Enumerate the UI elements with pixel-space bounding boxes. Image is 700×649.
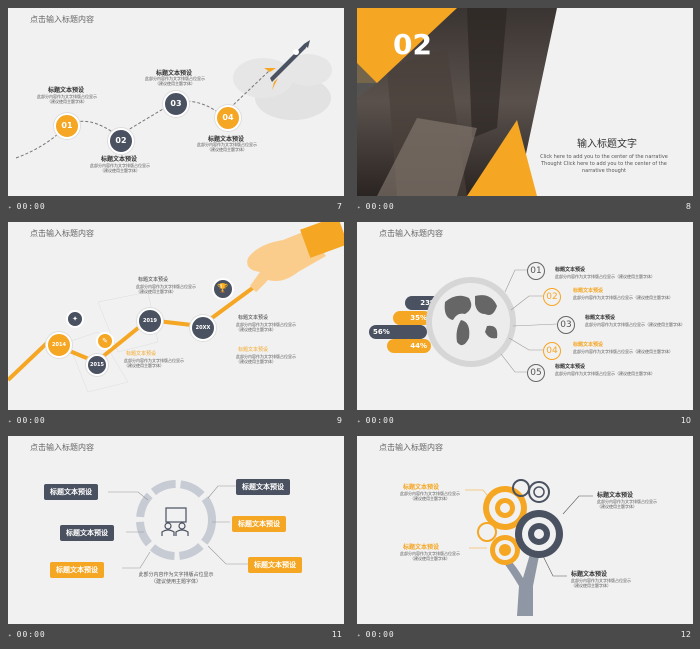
slide-9-graphic — [8, 222, 344, 393]
year-2019: 2019 — [137, 308, 163, 334]
step-03: 03 — [163, 91, 189, 117]
item-rb-title: 标题文本预设 — [571, 571, 608, 578]
percent-bar-4: 44% — [387, 339, 431, 353]
year-2015: 2015 — [86, 354, 108, 376]
step-02-desc: 此部分内容作为文字排版占位显示 （建议使用主题字体） — [90, 163, 150, 173]
item-03-title: 标题文本预设 — [585, 315, 616, 321]
item-03-desc: 此部分内容作为文字排版占位显示（建议使用主题字体） — [585, 322, 685, 327]
slide-title: 点击输入标题内容 — [379, 229, 443, 238]
item-05-title: 标题文本预设 — [555, 364, 586, 370]
step-01-desc: 此部分内容作为文字排版占位显示 （建议使用主题字体） — [37, 94, 97, 104]
label-right-1: 标题文本预设 — [236, 479, 290, 495]
percent-bar-2: 35% — [393, 311, 431, 325]
item-rb-desc: 此部分内容作为文字排版占位显示 （建议使用主题字体） — [571, 578, 631, 588]
step-03-desc: 此部分内容作为文字排版占位显示 （建议使用主题字体） — [145, 76, 205, 86]
year-20xx: 20XX — [190, 315, 216, 341]
hand-icon — [247, 222, 344, 292]
slide-8-graphic — [357, 8, 557, 196]
item-lt-desc: 此部分内容作为文字排版占位显示 （建议使用主题字体） — [400, 491, 460, 501]
item-lb-title: 标题文本预设 — [403, 544, 440, 551]
step-01: 01 — [54, 113, 80, 139]
slide-12-graphic — [465, 479, 593, 616]
label-left-1: 标题文本预设 — [44, 484, 98, 500]
item-02-title: 标题文本预设 — [573, 288, 604, 294]
globe-icon — [444, 295, 498, 346]
presenter-icon — [161, 507, 189, 536]
item-02: 02 — [543, 288, 561, 306]
body-text: Click here to add you to the center of t… — [540, 154, 668, 174]
center-desc: 此部分内容作为文字排版占位显示 （建议使用主题字体） — [138, 572, 214, 585]
item-05-desc: 此部分内容作为文字排版占位显示（建议使用主题字体） — [555, 371, 655, 376]
slide-7[interactable]: 点击输入标题内容 01 02 03 04 标题文本预设 此部分内容作为文字排版占… — [8, 8, 344, 196]
item-rt-title: 标题文本预设 — [597, 492, 634, 499]
slide-title: 点击输入标题内容 — [30, 229, 94, 238]
slide-8[interactable]: 02 输入标题文字 Click here to add you to the c… — [357, 8, 693, 196]
slide-9-meta: 00:009 — [8, 414, 344, 428]
slide-title: 点击输入标题内容 — [30, 15, 94, 24]
item-02-desc: 此部分内容作为文字排版占位显示（建议使用主题字体） — [573, 295, 673, 300]
year-2014: 2014 — [46, 332, 72, 358]
trophy-icon: 🏆 — [212, 278, 234, 300]
step-04-title: 标题文本预设 — [208, 136, 245, 143]
slide-7-meta: 00:007 — [8, 200, 344, 214]
item-04-title: 标题文本预设 — [573, 342, 604, 348]
label-right-3: 标题文本预设 — [248, 557, 302, 573]
slide-12[interactable]: 点击输入标题内容 标题文本预设 此部分内容作为文字排版占位显示 （建议使用主题字体… — [357, 436, 693, 624]
medal-icon: ✦ — [66, 310, 84, 328]
step-01-title: 标题文本预设 — [48, 87, 85, 94]
slide-11[interactable]: 点击输入标题内容 标题文本预设 标题文本预设 标题文本预设 标题文本预设 标题文… — [8, 436, 344, 624]
item-rt-desc: 此部分内容作为文字排版占位显示 （建议使用主题字体） — [597, 499, 657, 509]
item-01-desc: 此部分内容作为文字排版占位显示（建议使用主题字体） — [555, 274, 655, 279]
section-number: 02 — [393, 28, 432, 61]
step-04-desc: 此部分内容作为文字排版占位显示 （建议使用主题字体） — [197, 142, 257, 152]
slide-10[interactable]: 点击输入标题内容 23% 35% 56% 44% 01 02 03 04 05 … — [357, 222, 693, 410]
item-d-title: 标题文本预设 — [238, 347, 269, 353]
tag-icon: ✎ — [96, 332, 114, 350]
slide-10-graphic — [426, 269, 558, 373]
rocket-icon — [264, 40, 310, 90]
item-03: 03 — [557, 316, 575, 334]
item-b-title: 标题文本预设 — [126, 351, 157, 357]
item-d-desc: 此部分内容作为文字排版占位显示 （建议使用主题字体） — [236, 354, 296, 364]
percent-bar-3: 56% — [369, 325, 427, 339]
item-c-desc: 此部分内容作为文字排版占位显示 （建议使用主题字体） — [236, 322, 296, 332]
item-c-title: 标题文本预设 — [238, 315, 269, 321]
item-a-desc: 此部分内容作为文字排版占位显示 （建议使用主题字体） — [136, 284, 196, 294]
label-left-2: 标题文本预设 — [60, 525, 114, 541]
heading: 输入标题文字 — [577, 139, 637, 150]
label-left-3: 标题文本预设 — [50, 562, 104, 578]
slide-11-graphic — [108, 480, 248, 569]
step-02: 02 — [108, 128, 134, 154]
item-a-title: 标题文本预设 — [138, 277, 169, 283]
item-04: 04 — [543, 342, 561, 360]
item-lt-title: 标题文本预设 — [403, 484, 440, 491]
slide-title: 点击输入标题内容 — [379, 443, 443, 452]
slide-9[interactable]: 点击输入标题内容 2014 2015 2019 20XX 🏆 ✦ ✎ 标题文本预… — [8, 222, 344, 410]
step-02-title: 标题文本预设 — [101, 156, 138, 163]
item-b-desc: 此部分内容作为文字排版占位显示 （建议使用主题字体） — [124, 358, 184, 368]
item-04-desc: 此部分内容作为文字排版占位显示（建议使用主题字体） — [573, 349, 673, 354]
label-right-2: 标题文本预设 — [232, 516, 286, 532]
slide-8-meta: 00:008 — [357, 200, 693, 214]
item-lb-desc: 此部分内容作为文字排版占位显示 （建议使用主题字体） — [400, 551, 460, 561]
slide-title: 点击输入标题内容 — [30, 443, 94, 452]
step-03-title: 标题文本预设 — [156, 70, 193, 77]
step-04: 04 — [215, 105, 241, 131]
item-01-title: 标题文本预设 — [555, 267, 586, 273]
item-01: 01 — [527, 262, 545, 280]
item-05: 05 — [527, 364, 545, 382]
